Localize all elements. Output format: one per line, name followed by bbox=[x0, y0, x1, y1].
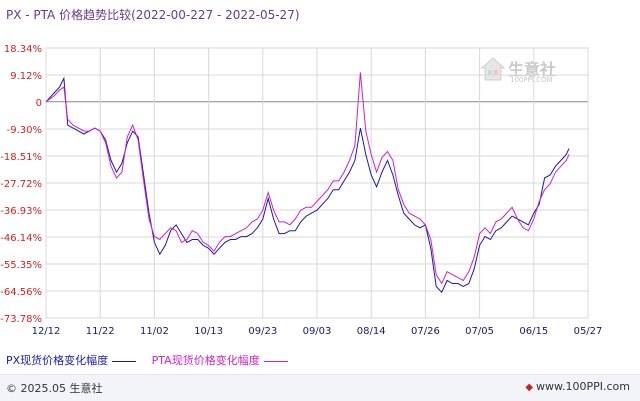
site-logo-icon: ◆ bbox=[525, 382, 534, 393]
y-tick-label: -46.14% bbox=[0, 233, 42, 244]
watermark-house-icon bbox=[480, 57, 506, 81]
watermark-text: 生意社 bbox=[508, 60, 557, 79]
y-tick-label: 9.12% bbox=[10, 71, 42, 82]
y-tick-label: -18.51% bbox=[0, 152, 42, 163]
x-tick-label: 09/23 bbox=[248, 326, 277, 337]
x-tick-label: 09/03 bbox=[303, 326, 332, 337]
legend-item-px: PX现货价格变化幅度 bbox=[6, 352, 137, 368]
footer-site: ◆ www.100PPI.com bbox=[525, 380, 630, 393]
y-tick-label: -27.72% bbox=[0, 179, 42, 190]
watermark: 生意社 100PPI.COM bbox=[480, 52, 580, 92]
y-tick-label: -73.78% bbox=[0, 314, 42, 325]
series-line-px bbox=[45, 76, 570, 294]
y-tick-label: -9.30% bbox=[7, 125, 42, 136]
x-tick-label: 07/26 bbox=[411, 326, 440, 337]
x-tick-label: 11/02 bbox=[140, 326, 169, 337]
legend-swatch-px bbox=[112, 360, 137, 362]
legend-label-pta: PTA现货价格变化幅度 bbox=[151, 354, 260, 367]
y-tick-label: -55.35% bbox=[0, 260, 42, 271]
x-tick-label: 10/13 bbox=[194, 326, 223, 337]
watermark-subtext: 100PPI.COM bbox=[510, 76, 553, 84]
x-tick-label: 12/12 bbox=[32, 326, 61, 337]
series-line-pta bbox=[45, 72, 570, 285]
x-tick-label: 08/14 bbox=[357, 326, 386, 337]
x-tick-label: 11/22 bbox=[86, 326, 115, 337]
y-tick-label: 0 bbox=[36, 98, 42, 109]
footer-site-link[interactable]: www.100PPI.com bbox=[536, 380, 630, 393]
legend-swatch-pta bbox=[263, 360, 288, 362]
legend: PX现货价格变化幅度 PTA现货价格变化幅度 bbox=[6, 352, 300, 368]
footer-copyright: © 2025.05 生意社 bbox=[6, 382, 103, 395]
x-tick-label: 06/15 bbox=[519, 326, 548, 337]
legend-label-px: PX现货价格变化幅度 bbox=[6, 354, 109, 367]
x-tick-label: 07/05 bbox=[465, 326, 494, 337]
y-tick-label: -64.56% bbox=[0, 287, 42, 298]
chart-title: PX - PTA 价格趋势比较(2022-00-227 - 2022-05-27… bbox=[6, 8, 300, 22]
y-tick-label: -36.93% bbox=[0, 206, 42, 217]
footer-bar: © 2025.05 生意社 ◆ www.100PPI.com bbox=[0, 374, 640, 401]
legend-item-pta: PTA现货价格变化幅度 bbox=[152, 352, 288, 368]
x-tick-label: 05/27 bbox=[574, 326, 603, 337]
y-tick-label: 18.34% bbox=[4, 44, 42, 55]
